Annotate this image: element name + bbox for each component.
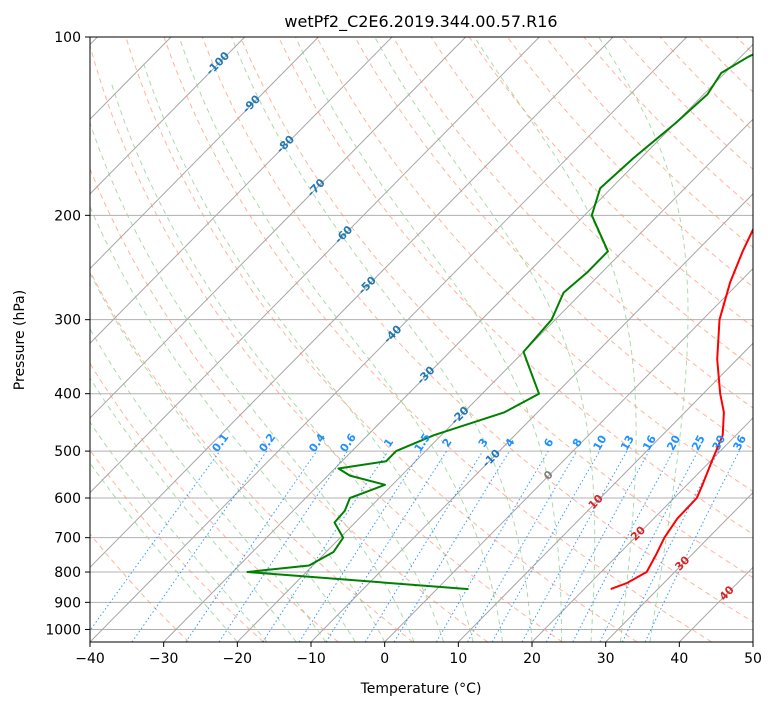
isotherm-line [310, 193, 753, 642]
x-tick-label: −40 [75, 651, 105, 667]
moist-adiabat-line [90, 205, 386, 642]
x-tick-label: −20 [223, 651, 253, 667]
mixing-ratio-line [393, 450, 510, 642]
dry-adiabat-line [316, 37, 753, 493]
moist-adiabat-line [474, 37, 637, 642]
mixing-ratio-line [491, 450, 600, 642]
x-tick-label: −10 [296, 651, 326, 667]
y-tick-label: 100 [54, 30, 81, 46]
moist-adiabat-line [374, 37, 596, 642]
isotherm-line [90, 37, 467, 419]
dry-adiabat-line [90, 167, 488, 642]
dry-adiabat-line [354, 37, 753, 451]
mixing-ratio-line [218, 450, 348, 642]
moist-adiabat-line [90, 462, 238, 642]
x-tick-label: 0 [380, 651, 389, 667]
y-tick-label: 700 [54, 531, 81, 547]
mixing-ratio-line [131, 450, 268, 642]
x-tick-label: 50 [744, 651, 762, 667]
x-tick-label: 30 [597, 651, 615, 667]
isotherm-line [90, 37, 540, 494]
mixing-ratio-line [325, 450, 448, 642]
mixing-ratio-line [521, 450, 628, 642]
mixing-ratio-label: 30 [710, 433, 729, 453]
isotherm-line [384, 267, 753, 642]
mixing-ratio-label: 36 [730, 433, 749, 453]
x-axis-label: Temperature (°C) [360, 681, 482, 697]
mixing-ratio-line [644, 450, 740, 642]
y-tick-label: 300 [54, 313, 81, 329]
isotherm-line [531, 417, 753, 642]
y-tick-label: 400 [54, 387, 81, 403]
y-tick-label: 800 [54, 565, 81, 581]
x-tick-label: 40 [670, 651, 688, 667]
moist-adiabat-line [178, 37, 503, 642]
temperature-line [610, 227, 753, 591]
isotherm-line [90, 37, 688, 642]
moist-adiabat-line [295, 37, 562, 642]
y-tick-label: 600 [54, 491, 81, 507]
y-tick-label: 900 [54, 595, 81, 611]
y-tick-label: 200 [54, 208, 81, 224]
background-lines [90, 37, 753, 642]
mixing-ratio-line [90, 450, 221, 632]
y-tick-label: 1000 [45, 622, 81, 638]
isotherm-line [90, 37, 319, 270]
moist-adiabat-line [111, 83, 445, 642]
moist-adiabat-line [90, 421, 268, 642]
dry-adiabat-line [468, 37, 753, 328]
moist-adiabat-line [598, 37, 689, 642]
profile-lines [246, 53, 753, 591]
isotherm-line [163, 43, 753, 642]
dry-adiabat-line [90, 270, 414, 642]
mixing-ratio-line [298, 450, 423, 642]
moist-adiabat-line [90, 377, 297, 642]
mixing-ratio-line [185, 450, 318, 642]
dry-adiabat-line [90, 43, 563, 642]
dewpoint-line [246, 53, 753, 591]
x-tick-label: 20 [523, 651, 541, 667]
moist-adiabat-line [90, 327, 327, 642]
x-tick-label: 10 [449, 651, 467, 667]
mixing-ratio-label: 25 [689, 433, 708, 453]
dry-adiabat-line [125, 37, 638, 642]
chart-title: wetPf2_C2E6.2019.344.00.57.R16 [284, 12, 557, 32]
mixing-ratio-line [621, 450, 719, 642]
mixing-ratio-line [364, 450, 484, 642]
y-axis-label: Pressure (hPa) [12, 290, 28, 390]
dry-adiabat-line [90, 533, 190, 642]
moist-adiabat-line [90, 121, 415, 642]
x-tick-label: −30 [149, 651, 179, 667]
axis-ticks: −40 −30 −20 −10 0 10 20 30 40 50 100 200 300 400 500 60… [45, 30, 762, 667]
moist-adiabat-line [142, 61, 474, 642]
isotherm-line [457, 342, 753, 642]
isotherm-line [236, 118, 753, 642]
dry-adiabat-line [430, 37, 753, 368]
isotherm-line [90, 37, 393, 344]
dry-adiabat-line [90, 362, 339, 642]
moist-adiabat-line [90, 272, 356, 642]
isotherm-line [605, 491, 753, 642]
y-tick-label: 500 [54, 444, 81, 460]
isotherm-line [90, 37, 246, 195]
plot-frame [89, 36, 754, 643]
mixing-ratio-line [545, 450, 650, 642]
isotherm-line [752, 641, 753, 642]
isotherm-line [90, 37, 614, 569]
